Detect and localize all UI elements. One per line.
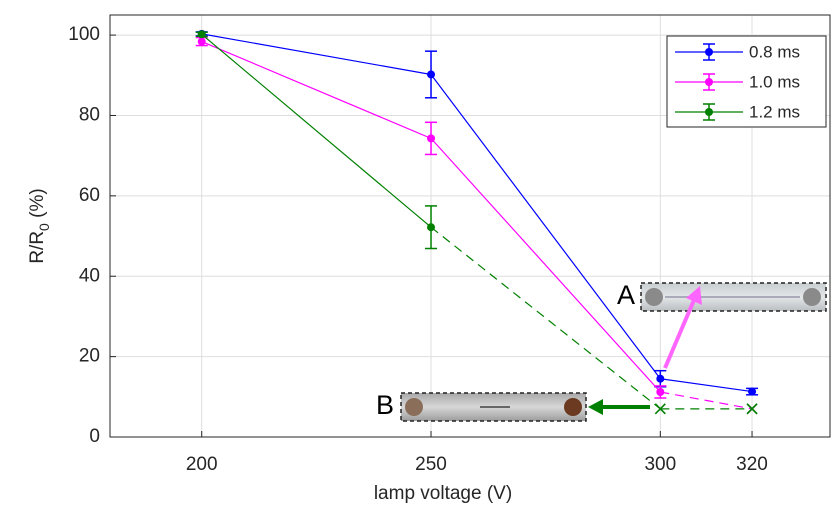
series-segment	[430, 74, 661, 380]
inset-a	[640, 282, 827, 312]
y-tick-label: 20	[79, 346, 100, 367]
legend-label: 1.2 ms	[749, 102, 800, 121]
marker	[748, 387, 757, 396]
y-tick-label: 100	[68, 24, 100, 45]
y-label-main: R/R	[27, 231, 48, 264]
series-segment	[660, 391, 753, 410]
y-tick-label: 40	[79, 265, 100, 286]
legend-marker	[705, 108, 713, 116]
y-label-suffix: (%)	[27, 188, 48, 223]
y-axis-label: R/R0 (%)	[27, 188, 52, 263]
marker-x	[746, 403, 758, 415]
y-tick-label: 80	[79, 104, 100, 125]
arrow-a	[663, 286, 702, 369]
inset-b	[400, 392, 587, 422]
x-tick-label: 250	[415, 454, 447, 475]
series-segment	[201, 33, 432, 228]
series-segment	[201, 33, 432, 76]
marker	[427, 223, 436, 232]
y-label-sub: 0	[36, 223, 52, 231]
x-tick-label: 200	[186, 454, 218, 475]
series-segment	[660, 378, 753, 393]
legend-marker	[705, 48, 713, 56]
x-tick-label: 300	[644, 454, 676, 475]
marker	[656, 387, 665, 396]
legend-label: 1.0 ms	[749, 72, 800, 91]
series-segment	[201, 40, 432, 139]
marker	[197, 30, 206, 39]
annotation: B	[376, 390, 394, 420]
legend-label: 0.8 ms	[749, 42, 800, 61]
y-tick-label: 60	[79, 185, 100, 206]
marker	[197, 37, 206, 46]
x-tick-label: 320	[736, 454, 768, 475]
arrow-b	[588, 399, 650, 415]
series-segment	[430, 226, 661, 410]
y-tick-label: 0	[89, 426, 100, 447]
annotation: A	[617, 280, 635, 310]
legend-marker	[705, 78, 713, 86]
plot-frame	[109, 14, 831, 438]
x-axis-label: lamp voltage (V)	[374, 483, 512, 504]
marker	[427, 70, 436, 79]
marker	[427, 134, 436, 143]
marker-x	[654, 403, 666, 415]
marker	[656, 374, 665, 383]
grid	[110, 15, 830, 438]
series-segment	[430, 137, 661, 393]
